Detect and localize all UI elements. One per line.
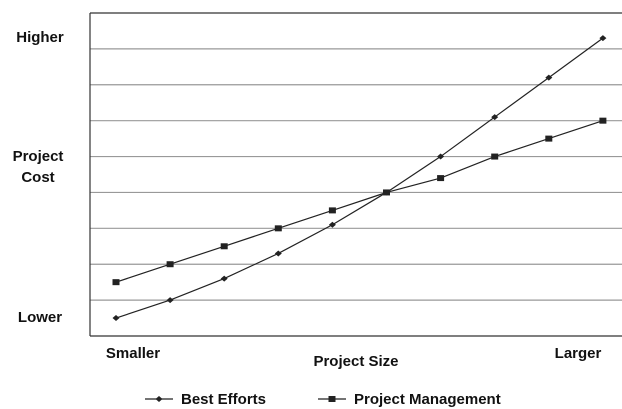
point [491, 114, 499, 121]
y-tick-label: Higher [16, 29, 64, 46]
point [220, 275, 228, 282]
point [274, 250, 282, 257]
point [491, 153, 499, 160]
point [545, 74, 553, 81]
point [220, 243, 228, 250]
legend-label: Best Efforts [181, 391, 266, 408]
x-end-label: Larger [555, 345, 602, 362]
point [437, 153, 445, 160]
series-line [115, 120, 604, 283]
legend-marker [328, 396, 336, 402]
point [166, 261, 174, 268]
point [328, 207, 336, 214]
y-tick-label: Lower [18, 309, 62, 326]
point [599, 117, 607, 124]
series-line [115, 37, 604, 319]
point [274, 225, 282, 232]
point [328, 221, 336, 228]
x-axis-label: Project Size [313, 353, 398, 370]
point [545, 135, 553, 142]
point [437, 175, 445, 182]
point [166, 297, 174, 304]
point [112, 279, 120, 286]
point [112, 315, 120, 322]
x-end-label: Smaller [106, 345, 160, 362]
legend-label: Project Management [354, 391, 501, 408]
point [599, 35, 607, 42]
y-axis-label: Project Cost [12, 148, 64, 186]
point [383, 189, 390, 196]
legend-marker [155, 396, 163, 402]
